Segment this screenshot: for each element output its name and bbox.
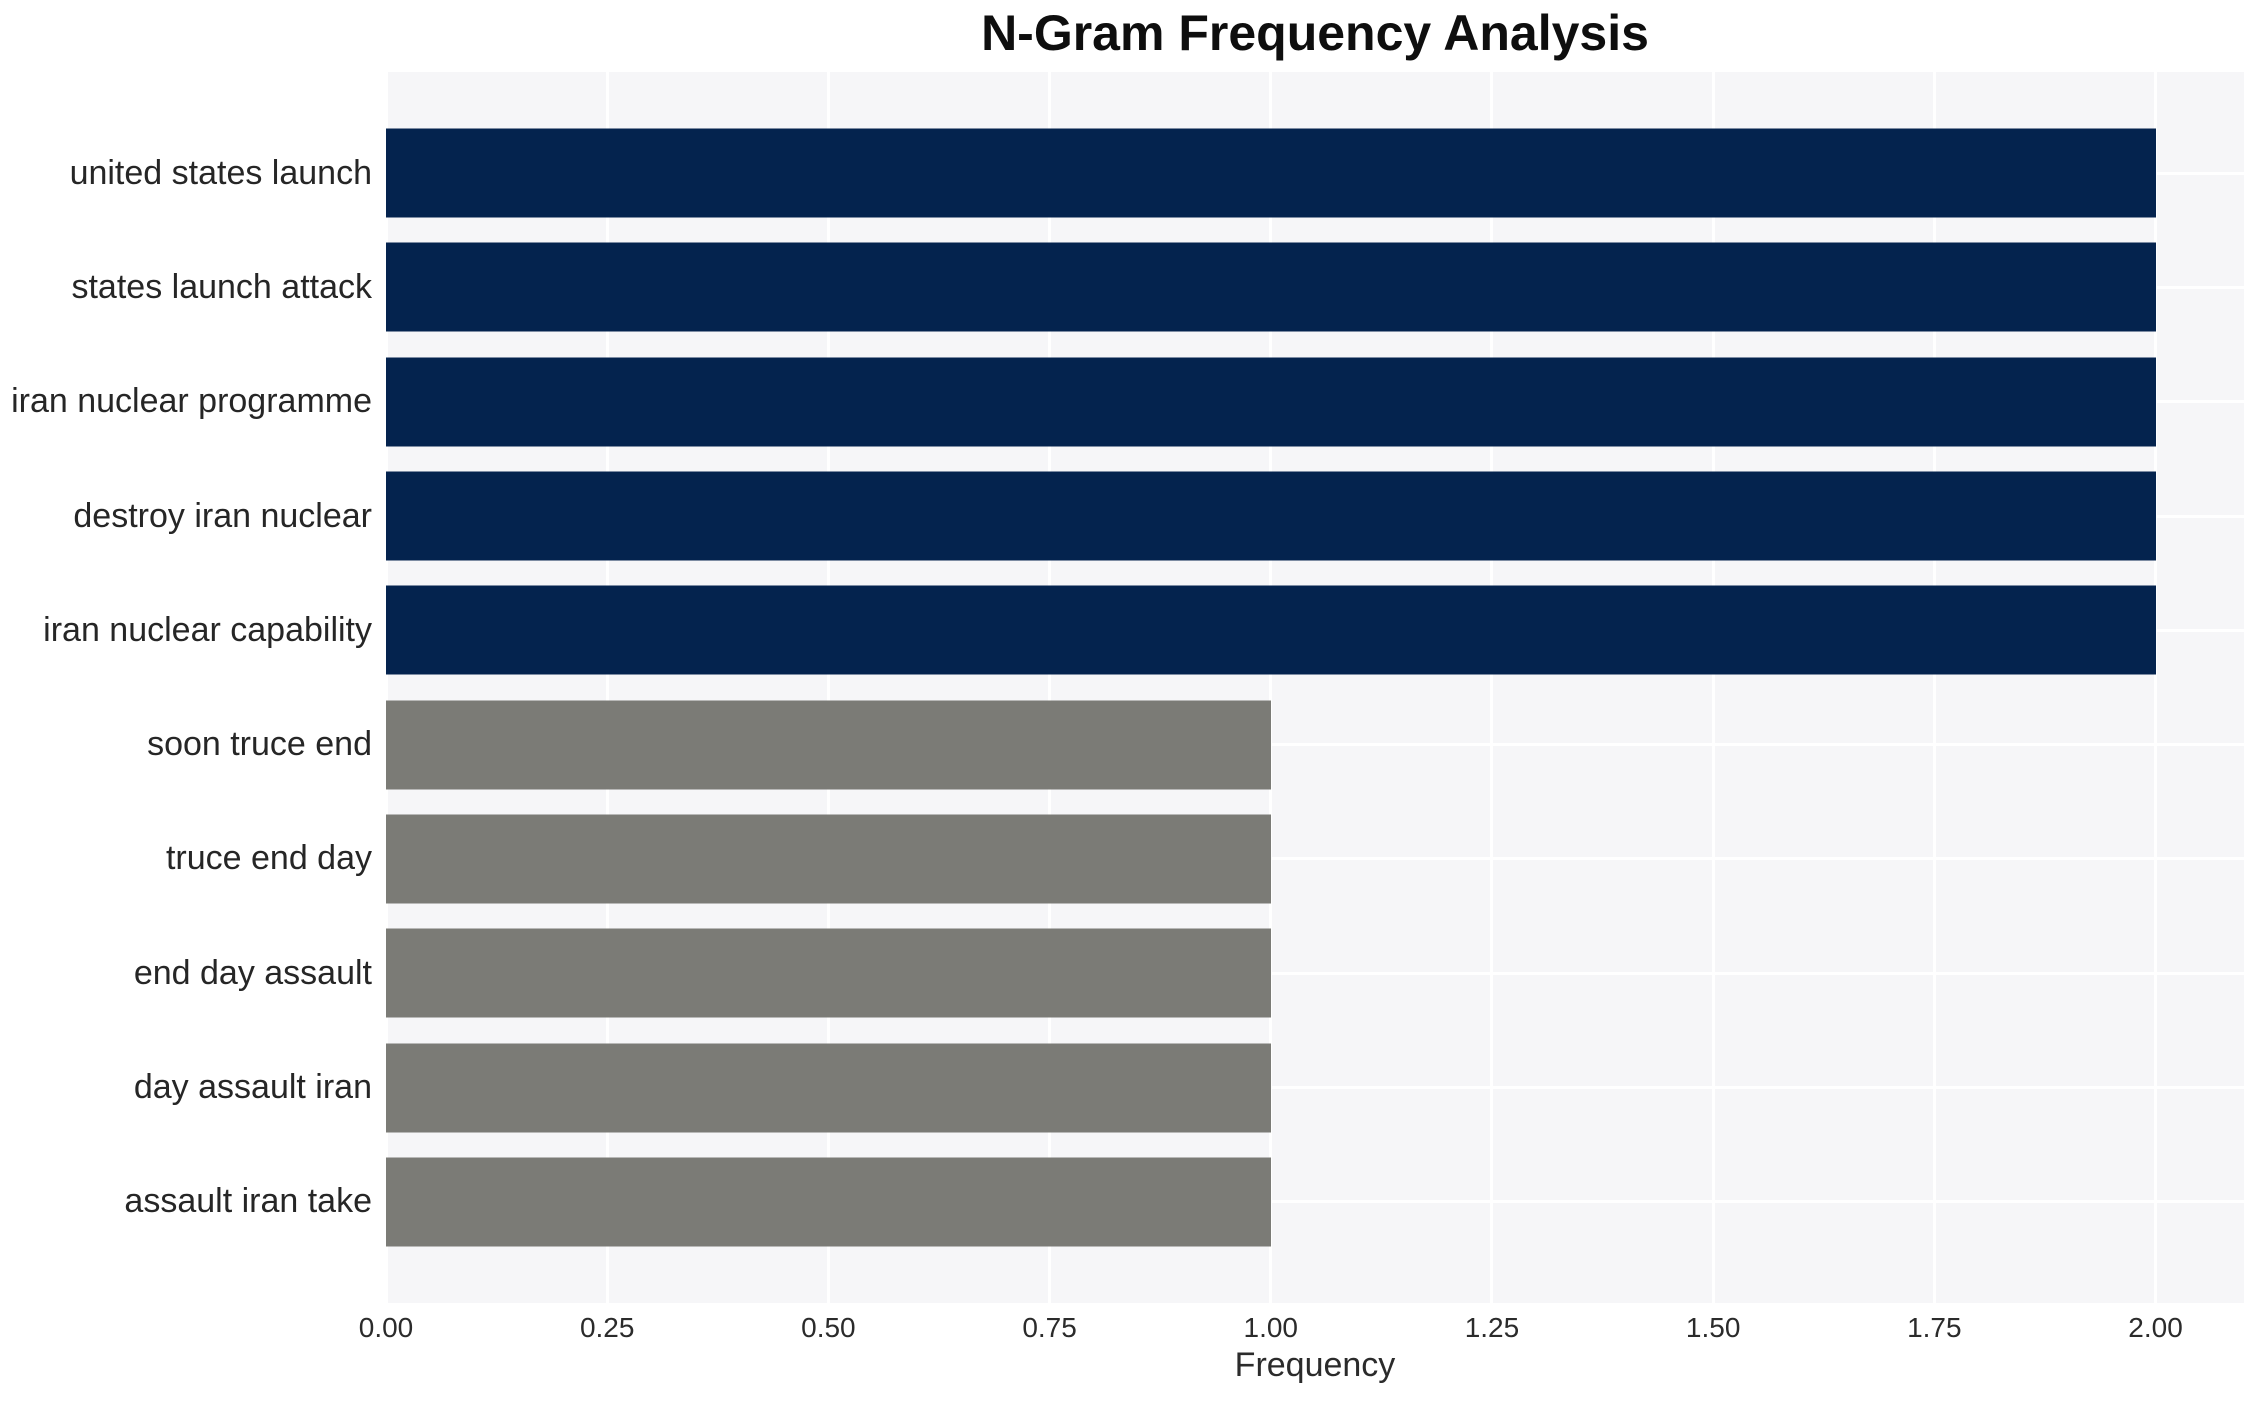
chart-title: N-Gram Frequency Analysis <box>981 5 1649 61</box>
bar <box>386 585 2156 675</box>
y-tick-label: end day assault <box>133 953 372 992</box>
bar <box>386 928 1271 1018</box>
bar-rows <box>386 72 2244 1303</box>
y-tick-label: iran nuclear capability <box>43 610 372 649</box>
y-tick-label: soon truce end <box>147 725 372 764</box>
gridline-vertical <box>384 72 388 1303</box>
bar-row <box>386 802 2244 916</box>
bar <box>386 700 1271 790</box>
bar-row <box>386 116 2244 230</box>
gridline-horizontal <box>386 857 2244 861</box>
gridline-horizontal <box>386 1086 2244 1090</box>
x-axis-title: Frequency <box>1234 1346 1396 1384</box>
gridline-vertical <box>2154 72 2158 1303</box>
bar <box>386 128 2156 218</box>
x-tick-label: 0.75 <box>1022 1312 1077 1343</box>
gridline-vertical <box>1711 72 1715 1303</box>
x-tick-label: 2.00 <box>2128 1312 2183 1343</box>
gridline-horizontal <box>386 1200 2244 1204</box>
x-tick-label: 1.50 <box>1685 1312 1741 1343</box>
gridline-horizontal <box>386 743 2244 747</box>
y-tick-label: united states launch <box>69 153 372 192</box>
gridline-vertical <box>1490 72 1494 1303</box>
y-tick-label: truce end day <box>165 839 372 878</box>
x-tick-label: 1.75 <box>1907 1312 1962 1343</box>
y-tick-label: day assault iran <box>133 1068 372 1107</box>
bar <box>386 814 1271 904</box>
y-axis-labels: united states launch states launch attack… <box>0 72 372 1303</box>
x-axis: 0.00 0.25 0.50 0.75 1.00 1.25 1.50 1.75 2.00 <box>359 1303 2244 1402</box>
bar-row <box>386 687 2244 801</box>
bar-row <box>386 1145 2244 1259</box>
gridline-vertical <box>826 72 830 1303</box>
bar-row <box>386 573 2244 687</box>
bar-row <box>386 916 2244 1030</box>
y-tick-label: destroy iran nuclear <box>73 496 372 535</box>
bar <box>386 357 2156 447</box>
bar <box>386 242 2156 332</box>
x-tick-label: 1.25 <box>1464 1312 1520 1343</box>
y-tick-label: iran nuclear programme <box>11 382 372 421</box>
gridline-vertical <box>1932 72 1936 1303</box>
bar-row <box>386 459 2244 573</box>
gridline-horizontal <box>386 971 2244 975</box>
gridline-vertical <box>1048 72 1052 1303</box>
bar <box>386 471 2156 561</box>
bar <box>386 1043 1271 1133</box>
x-tick-label: 0.25 <box>579 1312 635 1343</box>
x-tick-label: 0.50 <box>801 1312 856 1343</box>
bar <box>386 1157 1271 1247</box>
bar-row <box>386 1030 2244 1144</box>
bar-row <box>386 345 2244 459</box>
gridline-vertical <box>605 72 609 1303</box>
bar-row <box>386 230 2244 344</box>
plot-area <box>384 72 2244 1303</box>
y-tick-label: assault iran take <box>124 1182 372 1221</box>
x-tick-label: 0.00 <box>358 1312 414 1343</box>
x-tick-label: 1.00 <box>1243 1312 1299 1343</box>
gridline-vertical <box>1269 72 1273 1303</box>
y-tick-label: states launch attack <box>71 267 372 306</box>
